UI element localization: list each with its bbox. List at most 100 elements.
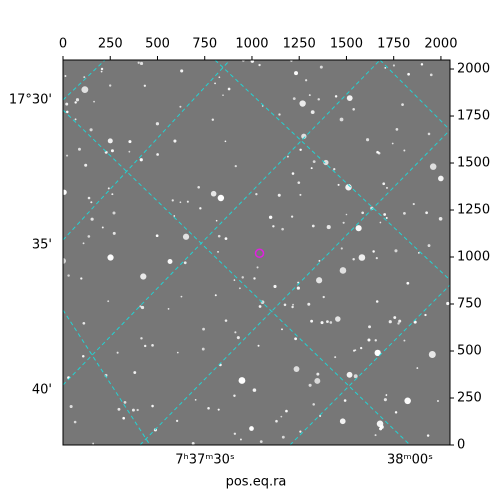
star	[74, 101, 77, 104]
star	[294, 337, 298, 341]
star	[437, 400, 439, 402]
star	[290, 215, 294, 218]
star	[394, 249, 398, 253]
star	[342, 221, 345, 224]
star	[308, 94, 311, 97]
star	[84, 163, 88, 167]
x-tick-label: 1500	[330, 37, 363, 52]
star	[215, 219, 218, 222]
star	[107, 138, 113, 144]
star	[404, 397, 411, 405]
star	[345, 213, 348, 216]
star	[171, 199, 174, 202]
star	[319, 414, 322, 417]
star	[317, 98, 320, 101]
star	[339, 418, 346, 425]
star	[406, 281, 410, 285]
star	[294, 71, 299, 76]
dec-grid-line	[63, 309, 151, 445]
star	[375, 300, 379, 303]
x-tick-label: 2000	[424, 37, 457, 52]
star	[379, 425, 384, 429]
star	[258, 305, 262, 308]
star	[65, 110, 69, 114]
star	[438, 216, 443, 221]
star	[87, 196, 91, 200]
star	[426, 434, 430, 437]
star	[326, 320, 329, 324]
star	[310, 319, 314, 323]
star	[354, 349, 357, 352]
star	[108, 84, 112, 87]
star	[333, 168, 336, 171]
star	[374, 349, 381, 357]
star	[438, 175, 444, 182]
star	[316, 372, 320, 376]
star	[64, 75, 67, 77]
y-tick-label: 1250	[457, 203, 490, 218]
star	[207, 406, 210, 410]
star	[312, 403, 315, 406]
star	[112, 231, 116, 235]
dec-label: 35'	[32, 238, 52, 253]
y-tick-label: 250	[457, 391, 482, 406]
star	[83, 76, 86, 79]
star	[111, 193, 114, 196]
y-tick-label: 0	[457, 438, 465, 453]
star	[140, 337, 143, 340]
star	[75, 98, 80, 102]
plot-frame	[62, 59, 451, 446]
star	[412, 202, 415, 206]
star	[391, 142, 394, 145]
star	[393, 316, 397, 319]
y-tick-label: 1500	[457, 156, 490, 171]
star	[305, 79, 308, 82]
star	[112, 211, 116, 215]
star	[403, 211, 406, 215]
star	[368, 325, 371, 329]
star	[151, 404, 154, 408]
star	[361, 211, 365, 215]
x-tick-label: 500	[145, 37, 170, 52]
star	[194, 398, 197, 401]
star	[425, 211, 428, 215]
star	[167, 308, 170, 310]
star	[346, 95, 353, 102]
star	[319, 65, 323, 69]
star	[250, 60, 255, 63]
star	[278, 113, 281, 116]
star	[383, 398, 387, 402]
star	[388, 320, 392, 324]
star	[297, 281, 300, 284]
star	[179, 201, 182, 204]
dec-label: 17°30'	[9, 93, 52, 108]
star	[224, 237, 228, 241]
star	[416, 367, 419, 369]
star	[401, 103, 404, 106]
star	[376, 150, 379, 154]
star	[227, 87, 231, 91]
y-tick-label: 1750	[457, 109, 490, 124]
star	[180, 69, 184, 73]
star	[90, 201, 93, 204]
star	[140, 273, 147, 280]
stars	[63, 60, 450, 445]
dec-grid-line	[214, 60, 450, 281]
star	[173, 215, 176, 217]
coordinate-grid	[63, 60, 450, 445]
star	[139, 305, 142, 308]
star	[139, 61, 144, 66]
star	[323, 159, 329, 166]
x-tick-label: 250	[98, 37, 123, 52]
star	[218, 76, 221, 79]
star	[233, 432, 237, 435]
star	[93, 100, 95, 103]
star	[202, 327, 205, 331]
star	[233, 279, 236, 281]
star	[217, 234, 221, 238]
star	[299, 100, 306, 107]
star	[299, 430, 302, 433]
star	[81, 86, 89, 94]
star	[429, 163, 437, 170]
